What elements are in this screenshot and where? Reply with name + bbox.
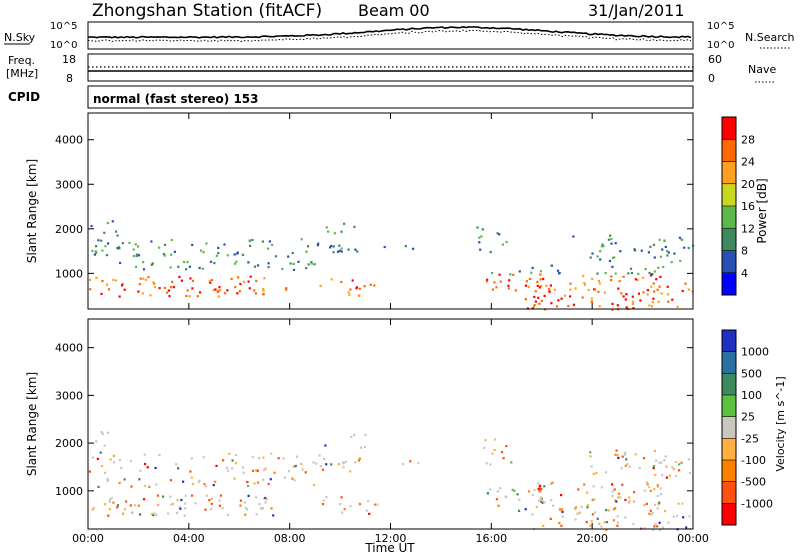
time-tick-label: 12:00 [375, 532, 407, 545]
velocity-colorbar-tick: -500 [741, 476, 766, 489]
power-colorbar-tick: 4 [741, 267, 748, 280]
time-tick-label: 04:00 [173, 532, 205, 545]
power-ytick-label: 3000 [55, 178, 83, 191]
power-colorbar-swatch [722, 117, 736, 140]
freq-left-bottom: 8 [66, 72, 73, 85]
velocity-colorbar-tick: -1000 [741, 497, 773, 510]
velocity-colorbar-label: Velocity [m s^-1] [774, 376, 787, 471]
power-colorbar-tick: 20 [741, 178, 755, 191]
time-tick-label: 00:00 [677, 532, 709, 545]
power-colorbar-tick: 24 [741, 156, 755, 169]
velocity-ytick-label: 1000 [55, 485, 83, 498]
power-panel: 1000 2000 3000 4000 Slant Range [km] 4 8 12 16… [25, 112, 769, 311]
freq-right-bottom: 0 [708, 72, 715, 85]
cpid-label: CPID [8, 90, 40, 104]
time-tick-label: 00:00 [72, 532, 104, 545]
power-ylabel: Slant Range [km] [25, 159, 39, 263]
time-tick-label: 20:00 [576, 532, 608, 545]
noise-sky-trace [87, 25, 692, 39]
freq-unit-label: [MHz] [6, 67, 38, 80]
power-colorbar-swatch [722, 250, 736, 274]
power-colorbar-label: Power [dB] [755, 178, 769, 243]
velocity-data [88, 431, 691, 531]
velocity-ytick-label: 4000 [55, 342, 83, 355]
freq-label: Freq. [8, 54, 35, 67]
noise-sky-label: N.Sky [4, 31, 36, 44]
velocity-colorbar-tick: 500 [741, 367, 762, 380]
velocity-colorbar-tick: 1000 [741, 346, 769, 359]
velocity-colorbar-tick: -100 [741, 454, 766, 467]
velocity-colorbar-swatch [722, 416, 736, 439]
noise-panel: N.Sky 10^5 10^0 10^5 10^0 N.Search [4, 21, 795, 51]
power-colorbar-swatch [722, 272, 736, 296]
velocity-colorbar-swatch [722, 351, 736, 374]
frequency-panel: Freq. [MHz] 18 8 60 0 Nave [6, 53, 776, 85]
power-colorbar-swatch [722, 183, 736, 207]
power-colorbar-tick: 16 [741, 200, 755, 213]
noise-left-top: 10^5 [50, 21, 77, 32]
velocity-colorbar-tick: -25 [741, 432, 759, 445]
velocity-colorbar-swatch [722, 373, 736, 396]
power-ytick-label: 2000 [55, 223, 83, 236]
power-ytick-label: 1000 [55, 267, 83, 280]
cpid-panel [87, 85, 694, 109]
power-colorbar-swatch [722, 206, 736, 229]
velocity-colorbar-swatch [722, 330, 736, 353]
power-colorbar-swatch [722, 139, 736, 162]
velocity-ylabel: Slant Range [km] [25, 372, 39, 476]
velocity-ytick-label: 3000 [55, 389, 83, 402]
velocity-colorbar-swatch [722, 503, 736, 526]
velocity-colorbar-swatch [722, 481, 736, 504]
power-colorbar-swatch [722, 228, 736, 251]
freq-right-top: 60 [708, 53, 722, 66]
power-colorbar-tick: 12 [741, 222, 755, 235]
time-axis-label: Time UT [364, 541, 415, 554]
station-title: Zhongshan Station (fitACF) [92, 1, 322, 21]
velocity-colorbar-tick: 25 [741, 411, 755, 424]
power-colorbar-tick: 8 [741, 245, 748, 258]
velocity-panel: 1000 2000 3000 4000 00:00 04:00 08:00 12:00 16:… [25, 113, 787, 554]
velocity-colorbar-swatch [722, 438, 736, 461]
velocity-ytick-label: 2000 [55, 437, 83, 450]
noise-right-top: 10^5 [707, 21, 734, 32]
beam-label: Beam 00 [358, 1, 430, 20]
noise-left-bottom: 10^0 [50, 40, 77, 51]
velocity-colorbar-tick: 100 [741, 389, 762, 402]
cpid-value: normal (fast stereo) 153 [93, 92, 259, 106]
velocity-colorbar-swatch [722, 460, 736, 483]
time-tick-label: 16:00 [475, 532, 507, 545]
time-tick-label: 08:00 [274, 532, 306, 545]
power-colorbar-tick: 28 [741, 133, 755, 146]
power-ytick-label: 4000 [55, 134, 83, 147]
power-data [89, 220, 695, 311]
date-label: 31/Jan/2011 [588, 1, 685, 20]
freq-left-top: 18 [62, 53, 76, 66]
nave-label: Nave [748, 63, 776, 76]
power-colorbar-swatch [722, 161, 736, 185]
noise-right-bottom: 10^0 [707, 40, 734, 51]
noise-search-label: N.Search [745, 31, 795, 44]
noise-search-trace [87, 29, 692, 43]
velocity-colorbar-swatch [722, 395, 736, 418]
